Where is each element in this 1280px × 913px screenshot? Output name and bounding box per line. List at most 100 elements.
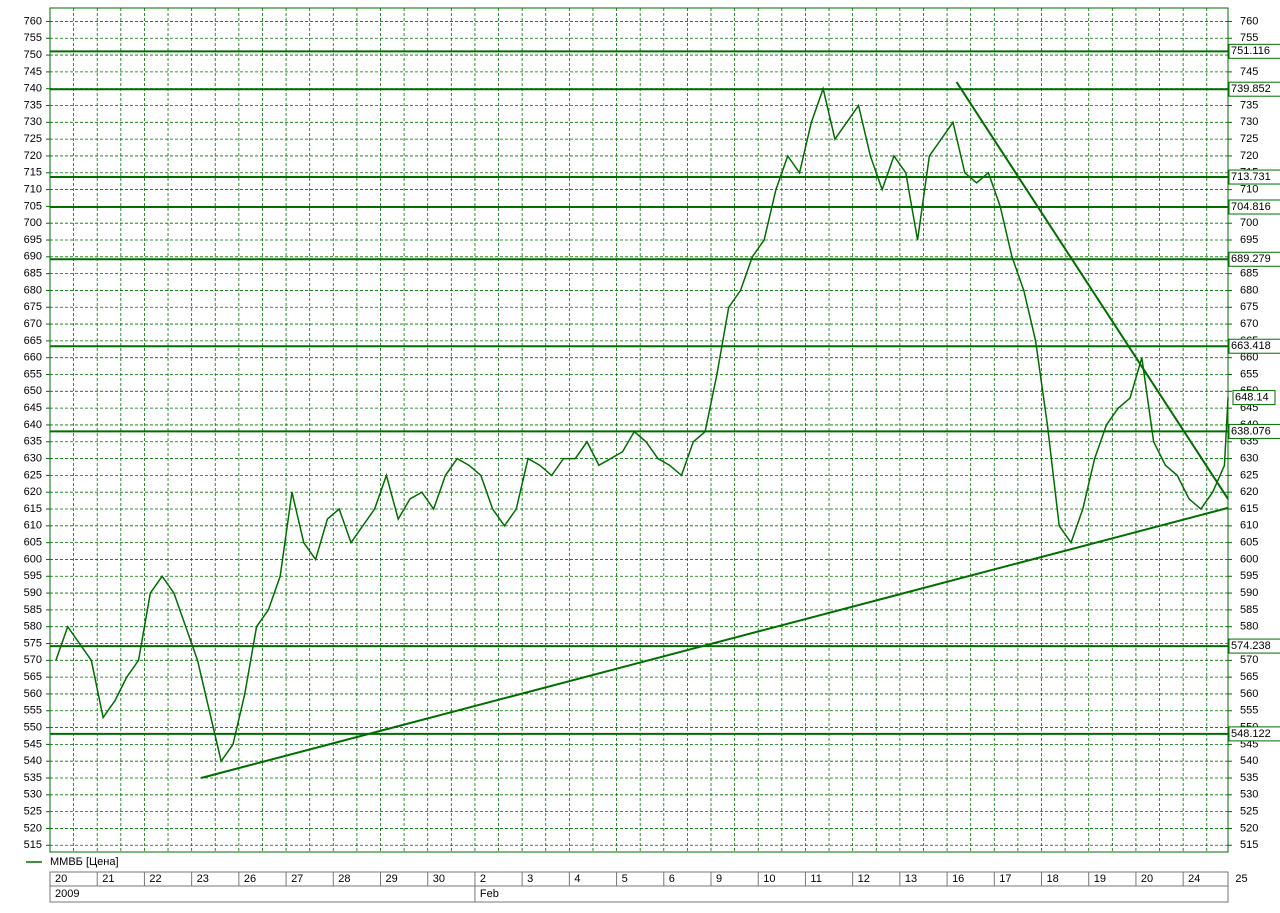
x-tick-label: 4: [574, 873, 580, 885]
x-tick-label: 29: [386, 873, 398, 885]
x-tick-label: 28: [338, 873, 350, 885]
y-tick-label: 590: [24, 587, 42, 599]
x-tick-label: 18: [1047, 873, 1059, 885]
y-tick-label: 565: [24, 671, 42, 683]
level-label: 638.076: [1231, 425, 1271, 437]
x-tick-label: 12: [858, 873, 870, 885]
y-tick-label: 670: [1240, 318, 1258, 330]
y-tick-label: 760: [1240, 15, 1258, 27]
y-tick-label: 605: [1240, 537, 1258, 549]
y-tick-label: 600: [1240, 553, 1258, 565]
y-tick-label: 700: [24, 217, 42, 229]
level-label: 548.122: [1231, 728, 1271, 740]
x-period-label: Feb: [480, 888, 499, 900]
last-price-box: [1232, 390, 1276, 406]
last-price-label: 648.14: [1235, 391, 1269, 403]
y-tick-label: 730: [24, 116, 42, 128]
x-tick-label: 24: [1188, 873, 1200, 885]
y-tick-label: 600: [24, 553, 42, 565]
x-tick-label: 27: [291, 873, 303, 885]
y-tick-label: 680: [24, 284, 42, 296]
y-tick-label: 630: [24, 452, 42, 464]
y-tick-label: 545: [24, 738, 42, 750]
x-tick-label: 2: [480, 873, 486, 885]
y-tick-label: 555: [1240, 705, 1258, 717]
y-tick-label: 590: [1240, 587, 1258, 599]
y-tick-label: 680: [1240, 284, 1258, 296]
x-tick-label: 9: [716, 873, 722, 885]
y-tick-label: 700: [1240, 217, 1258, 229]
y-tick-label: 615: [1240, 503, 1258, 515]
trend-line: [955, 81, 1229, 500]
y-tick-label: 675: [1240, 301, 1258, 313]
y-tick-label: 675: [24, 301, 42, 313]
level-label: 713.731: [1231, 171, 1271, 183]
x-tick-label: 17: [999, 873, 1011, 885]
y-tick-label: 730: [1240, 116, 1258, 128]
x-tick-label: 11: [810, 873, 821, 885]
y-tick-label: 750: [24, 49, 42, 61]
level-label-box: [1228, 638, 1280, 654]
x-tick-label: 20: [1141, 873, 1153, 885]
level-label: 704.816: [1231, 201, 1271, 213]
y-tick-label: 695: [1240, 234, 1258, 246]
x-tick-label: 20: [55, 873, 67, 885]
y-tick-label: 595: [24, 570, 42, 582]
level-label-box: [1228, 199, 1280, 215]
x-tick-label: 30: [433, 873, 445, 885]
x-tick-label: 10: [763, 873, 775, 885]
level-label-box: [1228, 251, 1280, 267]
y-tick-label: 710: [1240, 183, 1258, 195]
legend-label: ММВБ [Цена]: [50, 856, 119, 868]
y-tick-label: 725: [1240, 133, 1258, 145]
y-tick-label: 625: [1240, 469, 1258, 481]
y-tick-label: 605: [24, 537, 42, 549]
level-label-box: [1228, 423, 1280, 439]
y-tick-label: 565: [1240, 671, 1258, 683]
y-tick-label: 660: [24, 352, 42, 364]
level-label: 574.238: [1231, 640, 1271, 652]
x-tick-label: 3: [527, 873, 533, 885]
y-tick-label: 685: [1240, 268, 1258, 280]
y-tick-label: 640: [24, 419, 42, 431]
y-tick-label: 515: [24, 839, 42, 851]
y-tick-label: 560: [1240, 688, 1258, 700]
y-tick-label: 555: [24, 705, 42, 717]
y-tick-label: 525: [1240, 806, 1258, 818]
x-period-label: 2009: [55, 888, 79, 900]
y-tick-label: 650: [24, 385, 42, 397]
level-label: 689.279: [1231, 253, 1271, 265]
y-tick-label: 535: [1240, 772, 1258, 784]
y-tick-label: 745: [24, 66, 42, 78]
y-tick-label: 610: [1240, 520, 1258, 532]
y-tick-label: 740: [24, 83, 42, 95]
y-tick-label: 570: [24, 654, 42, 666]
y-tick-label: 580: [1240, 621, 1258, 633]
y-tick-label: 515: [1240, 839, 1258, 851]
x-tick-label: 5: [622, 873, 628, 885]
y-tick-label: 550: [24, 721, 42, 733]
level-label-box: [1228, 43, 1280, 59]
y-tick-label: 540: [24, 755, 42, 767]
y-tick-label: 655: [24, 368, 42, 380]
y-tick-label: 755: [1240, 32, 1258, 44]
x-tick-label: 22: [149, 873, 161, 885]
y-tick-label: 695: [24, 234, 42, 246]
y-tick-label: 725: [24, 133, 42, 145]
y-tick-label: 520: [1240, 822, 1258, 834]
y-tick-label: 520: [24, 822, 42, 834]
y-tick-label: 595: [1240, 570, 1258, 582]
y-tick-label: 560: [24, 688, 42, 700]
y-tick-label: 735: [24, 99, 42, 111]
x-tick-label: 13: [905, 873, 917, 885]
y-tick-label: 690: [24, 251, 42, 263]
x-tick-label: 23: [197, 873, 209, 885]
y-tick-label: 635: [24, 436, 42, 448]
y-tick-label: 760: [24, 15, 42, 27]
y-tick-label: 745: [1240, 66, 1258, 78]
level-label: 751.116: [1231, 45, 1270, 57]
y-tick-label: 655: [1240, 368, 1258, 380]
level-label: 739.852: [1231, 83, 1271, 95]
x-tick-label: 6: [669, 873, 675, 885]
